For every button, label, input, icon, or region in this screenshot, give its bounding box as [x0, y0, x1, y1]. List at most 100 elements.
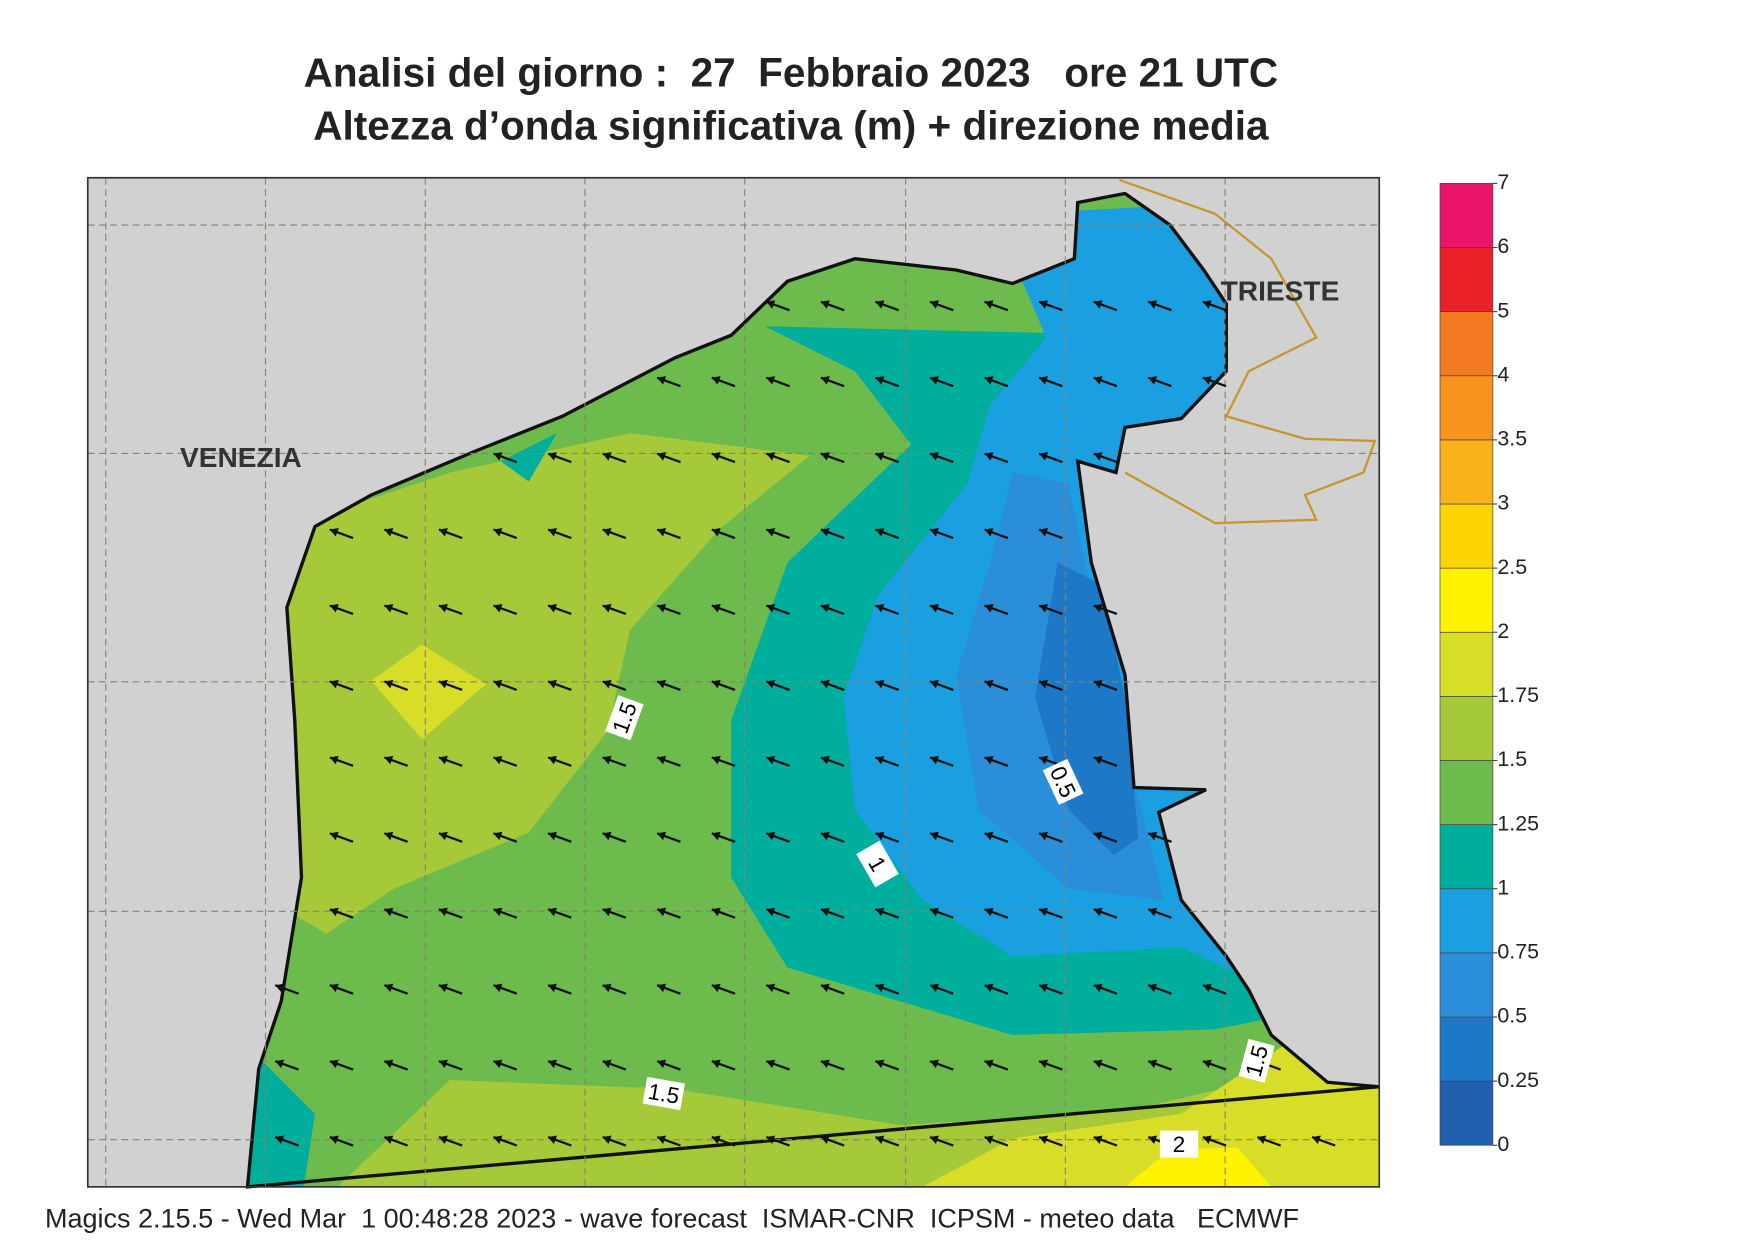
- arrow: [383, 603, 409, 616]
- arrow: [984, 603, 1009, 616]
- arrow-head: [929, 831, 939, 841]
- arrow: [656, 679, 681, 691]
- arrow: [765, 907, 790, 919]
- contour-labels: 1.510.51.51.52: [605, 695, 1275, 1158]
- arrow: [1038, 1135, 1063, 1147]
- arrow: [438, 755, 463, 767]
- arrow-head: [1039, 1059, 1049, 1069]
- arrow: [1038, 831, 1063, 843]
- arrow-head: [1093, 452, 1103, 461]
- arrow: [1147, 831, 1172, 843]
- arrow: [602, 603, 627, 616]
- arrow-head: [657, 1135, 667, 1145]
- arrow: [929, 983, 954, 995]
- arrow: [329, 983, 354, 995]
- arrow-head: [820, 831, 830, 841]
- arrow: [1093, 831, 1118, 843]
- arrow-head: [493, 1135, 503, 1145]
- arrow-head: [820, 679, 830, 689]
- arrow: [875, 679, 900, 691]
- arrow: [383, 528, 409, 540]
- arrow-head: [1039, 1135, 1049, 1145]
- arrow: [656, 983, 681, 995]
- arrow: [1147, 1059, 1172, 1071]
- arrow-head: [1039, 452, 1049, 461]
- colorbar-tick-label: 0: [1497, 1132, 1509, 1156]
- zone: [371, 644, 486, 740]
- arrow-head: [820, 452, 830, 461]
- arrow: [547, 983, 572, 995]
- arrow-head: [984, 603, 994, 613]
- arrow-head: [438, 831, 448, 841]
- arrow-head: [875, 1059, 885, 1069]
- arrow: [1038, 1059, 1063, 1071]
- arrow: [765, 300, 790, 312]
- arrow-head: [1039, 528, 1049, 537]
- arrow: [329, 679, 354, 691]
- arrow-head: [602, 831, 612, 841]
- arrow: [438, 907, 463, 919]
- arrow-head: [820, 376, 830, 385]
- arrow-head: [820, 907, 830, 917]
- arrow: [984, 679, 1009, 691]
- arrow: [1093, 1135, 1118, 1147]
- arrow: [765, 528, 790, 540]
- arrow: [820, 831, 845, 843]
- arrow: [711, 452, 736, 464]
- contour-label: 2: [1159, 1130, 1199, 1158]
- arrow: [1202, 1059, 1227, 1071]
- arrow: [711, 983, 736, 995]
- arrow: [929, 1059, 954, 1071]
- arrow-head: [548, 603, 557, 613]
- arrow: [875, 300, 900, 312]
- arrow: [656, 755, 681, 767]
- arrow-head: [548, 983, 557, 993]
- arrow-head: [929, 983, 939, 993]
- arrow: [1202, 1135, 1227, 1147]
- arrow-head: [1093, 907, 1103, 917]
- arrow-head: [275, 1135, 285, 1145]
- colorbar: 0 0.25 0.5 0.75 1 1.25 1.5 1.75 2 2.5 3 3.5 4 5 6 7: [1439, 170, 1539, 1156]
- colorbar-box: [1439, 247, 1494, 312]
- arrow: [765, 452, 790, 464]
- arrow-head: [493, 452, 503, 461]
- arrow-head: [711, 679, 721, 689]
- arrow: [875, 755, 900, 767]
- arrow-head: [1093, 300, 1103, 309]
- colorbar-box: [1439, 567, 1494, 633]
- arrow-head: [1148, 831, 1158, 841]
- arrow-head: [984, 983, 994, 993]
- arrow: [984, 831, 1009, 843]
- map-frame: [86, 176, 1381, 1188]
- arrow-head: [875, 300, 885, 309]
- arrow: [1093, 603, 1118, 616]
- colorbar-tick-label: 0.75: [1497, 940, 1539, 964]
- arrow: [875, 1135, 900, 1147]
- zone: [270, 433, 810, 934]
- arrow-head: [929, 603, 939, 613]
- label-box: [856, 840, 899, 888]
- arrow-head: [875, 376, 885, 385]
- colorbar-box: [1439, 1016, 1494, 1082]
- arrow: [329, 831, 354, 843]
- arrow-head: [548, 831, 557, 841]
- arrow-head: [657, 907, 667, 917]
- arrow-head: [820, 983, 830, 993]
- arrow-head: [929, 679, 939, 689]
- arrow: [1038, 452, 1063, 464]
- arrow: [493, 755, 518, 767]
- arrow-head: [493, 755, 503, 765]
- arrow: [984, 907, 1009, 919]
- arrow-head: [548, 755, 557, 765]
- arrow-head: [548, 528, 557, 537]
- colorbar-tick-label: 3: [1497, 491, 1509, 515]
- arrow: [984, 300, 1009, 312]
- arrow-head: [875, 755, 885, 765]
- arrow-head: [1093, 603, 1103, 613]
- colorbar-tick-label: 3.5: [1497, 427, 1527, 451]
- arrow: [493, 1059, 518, 1071]
- arrow-head: [329, 907, 339, 917]
- arrow: [493, 983, 518, 995]
- arrow: [547, 907, 572, 919]
- arrow-head: [384, 1059, 394, 1069]
